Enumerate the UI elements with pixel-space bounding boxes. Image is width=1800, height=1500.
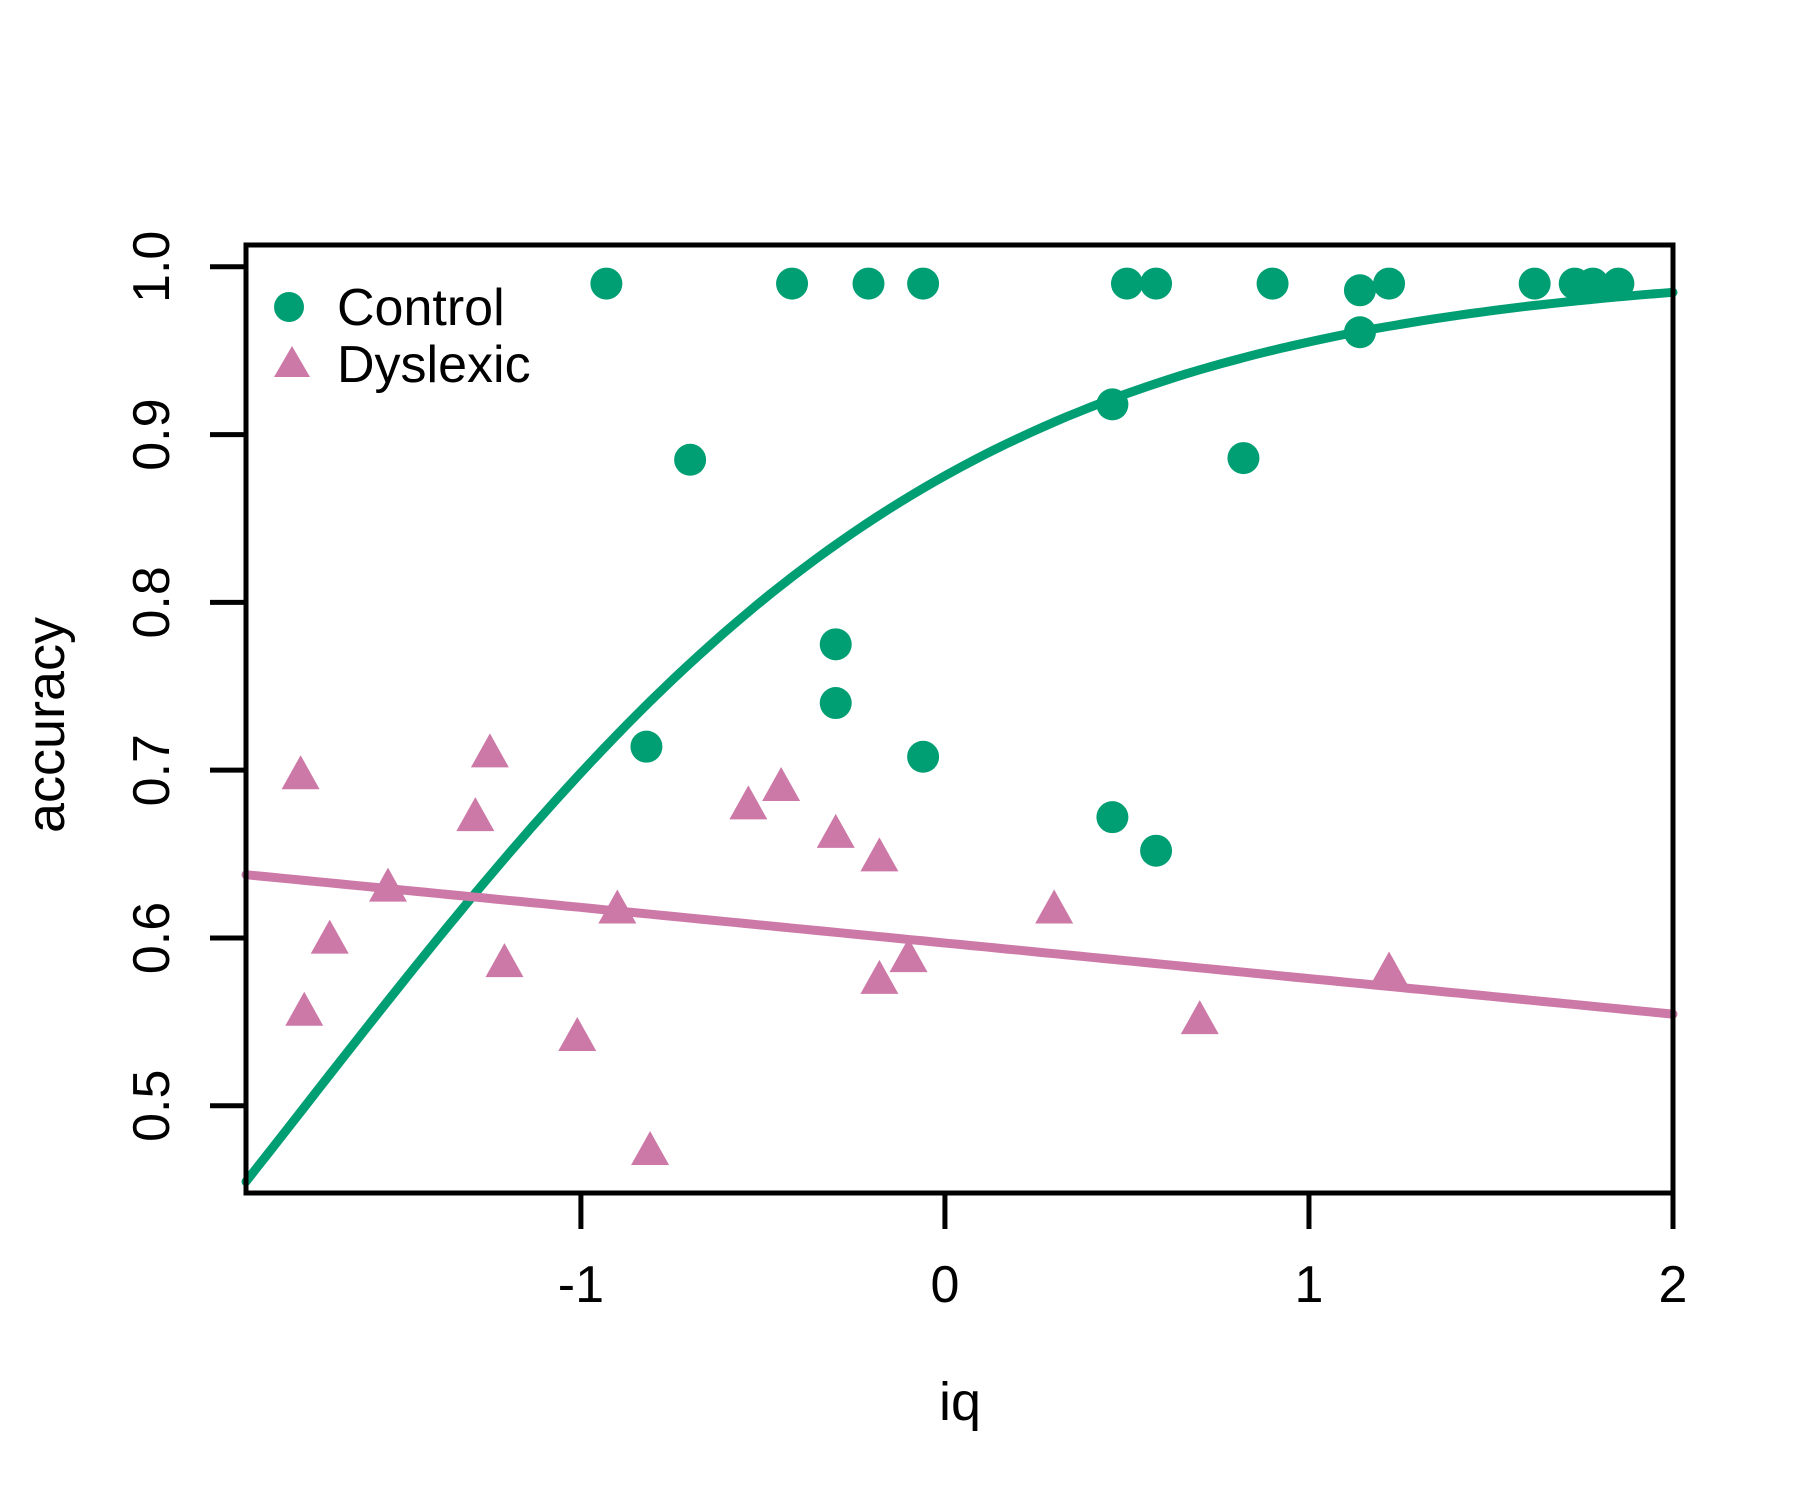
x-axis-tick-label: -1 (558, 1256, 604, 1314)
data-point-dyslexic (631, 1131, 670, 1166)
control-fit-curve (241, 287, 1678, 1187)
data-point-dyslexic (860, 837, 899, 872)
plot-frame (243, 242, 1676, 1196)
data-point-control (819, 628, 852, 661)
data-point-control (907, 740, 940, 773)
dyslexic-fit-curve (241, 870, 1678, 1019)
x-axis: -1 0 1 2 (558, 1193, 1688, 1314)
y-axis-tick-label: 0.7 (123, 734, 181, 806)
data-point-control (776, 267, 809, 300)
legend-label-control: Control (337, 279, 505, 337)
data-point-dyslexic (285, 991, 324, 1026)
data-point-dyslexic (470, 733, 509, 768)
data-point-control (819, 687, 852, 720)
x-axis-tick-label: 1 (1295, 1256, 1324, 1314)
data-point-control (1256, 267, 1289, 300)
x-axis-tick-label: 0 (930, 1256, 959, 1314)
data-point-control (1518, 267, 1551, 300)
data-point-dyslexic (1180, 1000, 1219, 1035)
data-point-control (1096, 801, 1129, 834)
data-point-dyslexic (816, 813, 855, 848)
data-point-control (1140, 267, 1173, 300)
data-point-dyslexic (485, 943, 524, 978)
x-axis-tick-label: 2 (1659, 1256, 1688, 1314)
data-point-dyslexic (281, 755, 320, 790)
data-point-dyslexic (889, 938, 928, 973)
data-point-control (1602, 267, 1635, 300)
data-point-control (852, 267, 885, 300)
y-axis-tick-label: 0.9 (123, 398, 181, 470)
data-point-control (1373, 267, 1406, 300)
legend-marker-dyslexic-icon (274, 346, 310, 377)
y-axis-tick-label: 0.6 (123, 902, 181, 974)
y-axis: 0.5 0.6 0.7 0.8 0.9 1.0 (123, 231, 246, 1142)
y-axis-title: accuracy (16, 617, 76, 833)
series-control (590, 267, 1635, 867)
y-axis-tick-label: 0.5 (123, 1070, 181, 1142)
data-point-dyslexic (1035, 889, 1074, 924)
x-axis-title: iq (939, 1372, 981, 1432)
data-point-dyslexic (558, 1016, 597, 1051)
data-point-dyslexic (310, 919, 349, 954)
data-point-dyslexic (860, 959, 899, 994)
data-point-control (674, 443, 707, 476)
data-point-control (630, 730, 663, 763)
legend-label-dyslexic: Dyslexic (337, 336, 531, 394)
data-point-control (907, 267, 940, 300)
data-point-control (1576, 267, 1609, 300)
data-point-control (1140, 834, 1173, 867)
data-point-dyslexic (456, 797, 495, 832)
data-point-control (1343, 274, 1376, 307)
data-point-dyslexic (729, 785, 768, 820)
legend-marker-control-icon (274, 292, 304, 322)
y-axis-tick-label: 0.8 (123, 566, 181, 638)
data-point-dyslexic (762, 766, 801, 801)
y-axis-tick-label: 1.0 (123, 231, 181, 303)
data-point-control (1110, 267, 1143, 300)
data-point-dyslexic (1370, 951, 1409, 986)
data-point-control (590, 267, 623, 300)
data-point-control (1227, 442, 1260, 475)
series-dyslexic (281, 733, 1409, 1166)
